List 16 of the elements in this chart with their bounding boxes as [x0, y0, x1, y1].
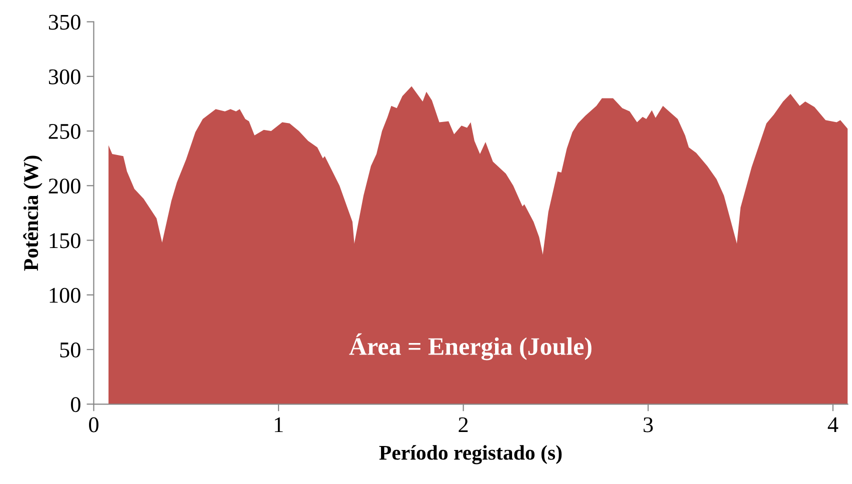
x-axis-title: Período registado (s): [379, 445, 562, 464]
x-tick-label: 3: [644, 417, 653, 432]
y-tick-label: 50: [60, 342, 80, 358]
y-tick-label: 350: [48, 14, 80, 30]
x-tick-label: 4: [828, 417, 838, 432]
x-tick-label: 2: [458, 417, 468, 432]
y-tick-label: 200: [48, 178, 80, 194]
x-tick-label: 0: [89, 417, 98, 432]
y-tick-label: 0: [70, 397, 80, 412]
x-tick-label: 1: [274, 417, 283, 432]
y-tick-label: 100: [50, 288, 80, 303]
y-tick-label: 150: [50, 233, 80, 248]
y-axis-title: Potência (W): [23, 156, 42, 271]
y-tick-label: 300: [48, 69, 80, 84]
annotation: Área = Energia (Joule): [349, 333, 592, 360]
y-tick-label: 250: [48, 124, 80, 139]
